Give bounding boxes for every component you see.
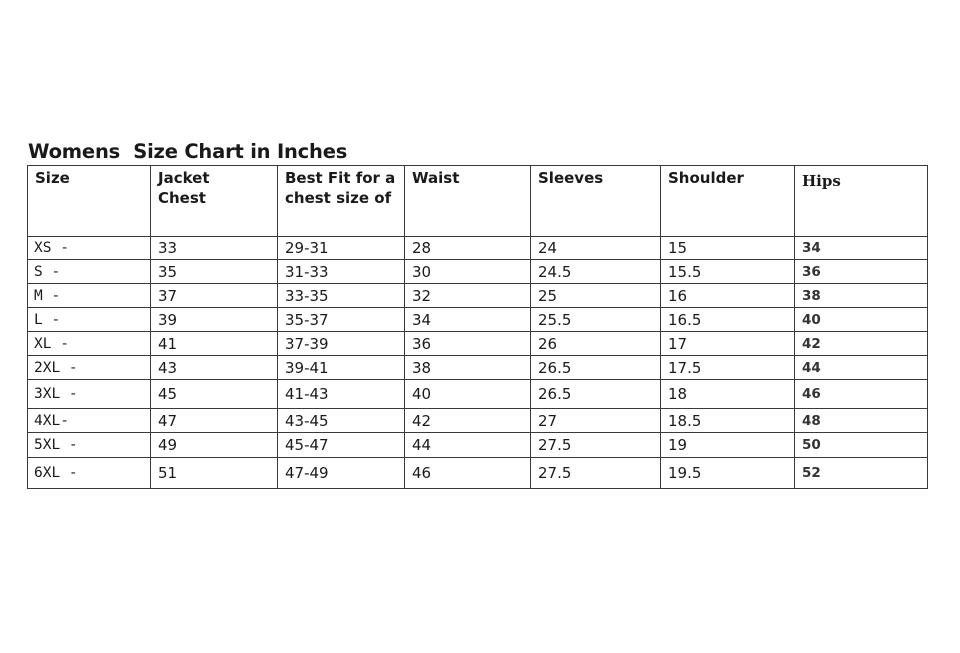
cell-hips: 36 (794, 259, 928, 284)
cell-jacket-chest: 51 (150, 457, 278, 489)
cell-waist: 28 (404, 236, 531, 260)
cell-waist: 32 (404, 283, 531, 308)
cell-hips: 40 (794, 307, 928, 332)
cell-size: M - (27, 283, 151, 308)
cell-size: 3XL - (27, 379, 151, 409)
cell-shoulder: 17 (660, 331, 795, 356)
cell-shoulder: 19 (660, 432, 795, 458)
header-row: Size Jacket Chest Best Fit for a chest siz… (27, 165, 928, 237)
cell-size: 5XL - (27, 432, 151, 458)
table-row: 2XL -43 39-41 38 26.5 17.5 44 (27, 355, 928, 380)
column-header-jacket-chest: Jacket Chest (150, 165, 278, 237)
table-row: S -35 31-33 30 24.5 15.5 36 (27, 259, 928, 284)
cell-sleeves: 26.5 (530, 379, 661, 409)
cell-jacket-chest: 39 (150, 307, 278, 332)
cell-best-fit-chest: 31-33 (277, 259, 405, 284)
column-header-sleeves: Sleeves (530, 165, 661, 237)
table-row: L -39 35-37 34 25.5 16.5 40 (27, 307, 928, 332)
column-header-waist: Waist (404, 165, 531, 237)
table-row: M -37 33-35 32 25 16 38 (27, 283, 928, 308)
cell-jacket-chest: 43 (150, 355, 278, 380)
table-row: 5XL -49 45-47 44 27.5 19 50 (27, 432, 928, 458)
cell-sleeves: 25.5 (530, 307, 661, 332)
cell-jacket-chest: 49 (150, 432, 278, 458)
cell-size: 4XL- (27, 408, 151, 433)
cell-shoulder: 17.5 (660, 355, 795, 380)
cell-sleeves: 27.5 (530, 457, 661, 489)
table-row: XS -33 29-31 28 24 15 34 (27, 236, 928, 260)
cell-waist: 46 (404, 457, 531, 489)
cell-hips: 52 (794, 457, 928, 489)
cell-best-fit-chest: 41-43 (277, 379, 405, 409)
table-row: 3XL -45 41-43 40 26.5 18 46 (27, 379, 928, 409)
cell-shoulder: 15 (660, 236, 795, 260)
size-chart-table: Size Jacket Chest Best Fit for a chest siz… (27, 165, 928, 489)
cell-best-fit-chest: 43-45 (277, 408, 405, 433)
cell-sleeves: 26 (530, 331, 661, 356)
cell-hips: 38 (794, 283, 928, 308)
cell-shoulder: 19.5 (660, 457, 795, 489)
cell-best-fit-chest: 29-31 (277, 236, 405, 260)
cell-hips: 50 (794, 432, 928, 458)
page-title: Womens Size Chart in Inches (28, 140, 348, 163)
cell-waist: 42 (404, 408, 531, 433)
cell-hips: 44 (794, 355, 928, 380)
cell-sleeves: 24.5 (530, 259, 661, 284)
table-row: 6XL -51 47-49 46 27.5 19.5 52 (27, 457, 928, 489)
cell-shoulder: 16 (660, 283, 795, 308)
column-header-size: Size (27, 165, 151, 237)
cell-shoulder: 15.5 (660, 259, 795, 284)
cell-best-fit-chest: 35-37 (277, 307, 405, 332)
cell-size: XS - (27, 236, 151, 260)
cell-waist: 30 (404, 259, 531, 284)
cell-sleeves: 26.5 (530, 355, 661, 380)
cell-size: 6XL - (27, 457, 151, 489)
cell-best-fit-chest: 47-49 (277, 457, 405, 489)
cell-waist: 44 (404, 432, 531, 458)
cell-jacket-chest: 41 (150, 331, 278, 356)
cell-sleeves: 25 (530, 283, 661, 308)
cell-shoulder: 18.5 (660, 408, 795, 433)
cell-size: 2XL - (27, 355, 151, 380)
cell-waist: 34 (404, 307, 531, 332)
cell-hips: 34 (794, 236, 928, 260)
cell-shoulder: 18 (660, 379, 795, 409)
column-header-hips: Hips (794, 165, 928, 237)
column-header-best-fit-chest: Best Fit for a chest size of (277, 165, 405, 237)
table-row: 4XL- 47 43-45 42 27 18.5 48 (27, 408, 928, 433)
cell-sleeves: 24 (530, 236, 661, 260)
cell-jacket-chest: 37 (150, 283, 278, 308)
cell-hips: 48 (794, 408, 928, 433)
cell-waist: 38 (404, 355, 531, 380)
cell-jacket-chest: 33 (150, 236, 278, 260)
cell-shoulder: 16.5 (660, 307, 795, 332)
cell-sleeves: 27.5 (530, 432, 661, 458)
cell-size: XL - (27, 331, 151, 356)
cell-waist: 36 (404, 331, 531, 356)
cell-waist: 40 (404, 379, 531, 409)
column-header-shoulder: Shoulder (660, 165, 795, 237)
cell-best-fit-chest: 37-39 (277, 331, 405, 356)
cell-best-fit-chest: 45-47 (277, 432, 405, 458)
cell-size: S - (27, 259, 151, 284)
cell-sleeves: 27 (530, 408, 661, 433)
cell-hips: 42 (794, 331, 928, 356)
cell-best-fit-chest: 39-41 (277, 355, 405, 380)
cell-jacket-chest: 45 (150, 379, 278, 409)
cell-hips: 46 (794, 379, 928, 409)
cell-jacket-chest: 35 (150, 259, 278, 284)
cell-jacket-chest: 47 (150, 408, 278, 433)
table-row: XL -41 37-39 36 26 17 42 (27, 331, 928, 356)
cell-size: L - (27, 307, 151, 332)
cell-best-fit-chest: 33-35 (277, 283, 405, 308)
